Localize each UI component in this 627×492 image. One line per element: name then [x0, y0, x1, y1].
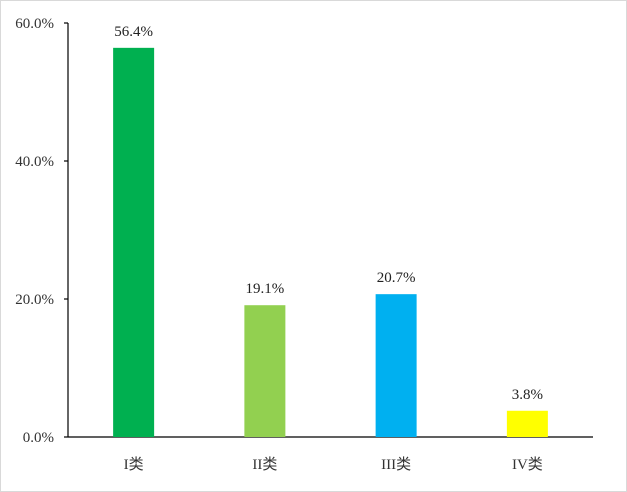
bar: [375, 294, 417, 437]
category-label: I类: [124, 456, 144, 473]
bar: [113, 47, 155, 438]
y-tick-label: 0.0%: [23, 430, 54, 446]
bar: [506, 410, 548, 437]
data-label: 19.1%: [246, 281, 285, 297]
y-tick-label: 20.0%: [15, 292, 54, 308]
data-label: 20.7%: [377, 270, 416, 286]
category-label: III类: [381, 456, 411, 473]
data-label: 56.4%: [114, 24, 153, 40]
category-label: IV类: [512, 456, 543, 473]
bar: [244, 305, 286, 437]
y-tick-label: 60.0%: [15, 16, 54, 32]
category-label: II类: [252, 456, 277, 473]
data-label: 3.8%: [512, 387, 543, 403]
y-tick-label: 40.0%: [15, 154, 54, 170]
